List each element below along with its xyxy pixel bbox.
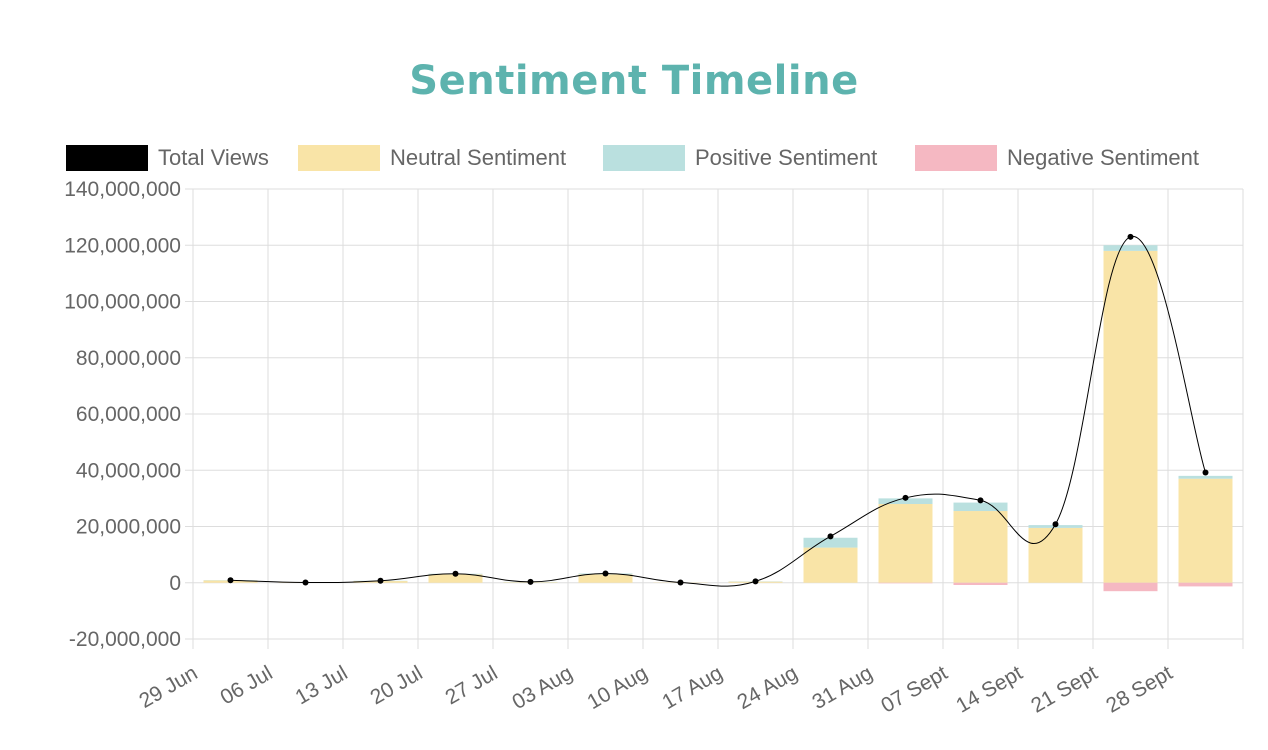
x-tick-label: 24 Aug <box>733 661 801 714</box>
bar-positive <box>953 502 1008 512</box>
bar-positive <box>1103 245 1158 251</box>
legend: Total Views Neutral Sentiment Positive S… <box>0 143 1268 173</box>
bar-negative <box>953 582 1008 585</box>
y-tick-label: 60,000,000 <box>76 403 181 426</box>
point-total-views <box>527 578 534 585</box>
legend-swatch-positive <box>603 145 685 171</box>
chart-title: Sentiment Timeline <box>409 58 859 104</box>
bar-neutral <box>578 574 633 583</box>
point-total-views <box>377 577 384 584</box>
bar-neutral <box>1028 527 1083 583</box>
point-total-views <box>677 579 684 586</box>
y-tick-label: 140,000,000 <box>64 178 181 201</box>
x-tick-label: 10 Aug <box>583 661 651 714</box>
point-total-views <box>752 578 759 585</box>
point-total-views <box>977 497 984 504</box>
bar-negative <box>1103 582 1158 592</box>
bar-positive <box>878 498 933 504</box>
bar-neutral <box>1178 478 1233 583</box>
bar-negative <box>1178 582 1233 587</box>
legend-swatch-neutral <box>298 145 380 171</box>
x-tick-label: 31 Aug <box>808 661 876 714</box>
x-tick-label: 03 Aug <box>508 661 576 714</box>
bar-neutral <box>953 511 1008 583</box>
line-total-views <box>230 236 1206 587</box>
y-tick-label: 80,000,000 <box>76 347 181 370</box>
legend-item-neutral[interactable]: Neutral Sentiment <box>298 143 566 173</box>
bar-negative <box>878 582 933 584</box>
point-total-views <box>602 570 609 577</box>
point-total-views <box>227 577 234 584</box>
legend-item-total-views[interactable]: Total Views <box>66 143 269 173</box>
point-total-views <box>1127 233 1134 240</box>
legend-label-negative: Negative Sentiment <box>1007 145 1199 170</box>
point-total-views <box>902 494 909 501</box>
y-tick-label: 120,000,000 <box>64 234 181 257</box>
x-tick-label: 07 Sept <box>877 661 951 717</box>
x-tick-label: 21 Sept <box>1027 661 1101 717</box>
point-total-views <box>302 579 309 586</box>
legend-item-negative[interactable]: Negative Sentiment <box>915 143 1199 173</box>
y-tick-label: 0 <box>169 572 181 595</box>
bar-positive <box>1178 475 1233 479</box>
bar-neutral <box>878 504 933 583</box>
bar-neutral <box>803 547 858 583</box>
point-total-views <box>452 570 459 577</box>
x-tick-label: 06 Jul <box>216 661 276 709</box>
x-tick-label: 20 Jul <box>366 661 426 709</box>
y-tick-label: -20,000,000 <box>69 628 181 651</box>
legend-label-total-views: Total Views <box>158 145 269 170</box>
y-tick-label: 20,000,000 <box>76 516 181 539</box>
legend-item-positive[interactable]: Positive Sentiment <box>603 143 877 173</box>
legend-label-positive: Positive Sentiment <box>695 145 878 170</box>
legend-swatch-total-views <box>66 145 148 171</box>
bar-positive <box>803 537 858 548</box>
legend-swatch-negative <box>915 145 997 171</box>
bar-neutral <box>1103 250 1158 583</box>
x-tick-label: 13 Jul <box>291 661 351 709</box>
bar-neutral <box>428 574 483 583</box>
point-total-views <box>1202 469 1209 476</box>
point-total-views <box>827 533 834 540</box>
y-tick-label: 100,000,000 <box>64 291 181 314</box>
y-tick-label: 40,000,000 <box>76 459 181 482</box>
x-tick-label: 17 Aug <box>658 661 726 714</box>
x-tick-label: 29 Jun <box>135 661 201 712</box>
x-tick-label: 14 Sept <box>952 661 1026 717</box>
point-total-views <box>1052 521 1059 528</box>
x-tick-label: 28 Sept <box>1102 661 1176 717</box>
x-tick-label: 27 Jul <box>441 661 501 709</box>
legend-label-neutral: Neutral Sentiment <box>390 145 567 170</box>
